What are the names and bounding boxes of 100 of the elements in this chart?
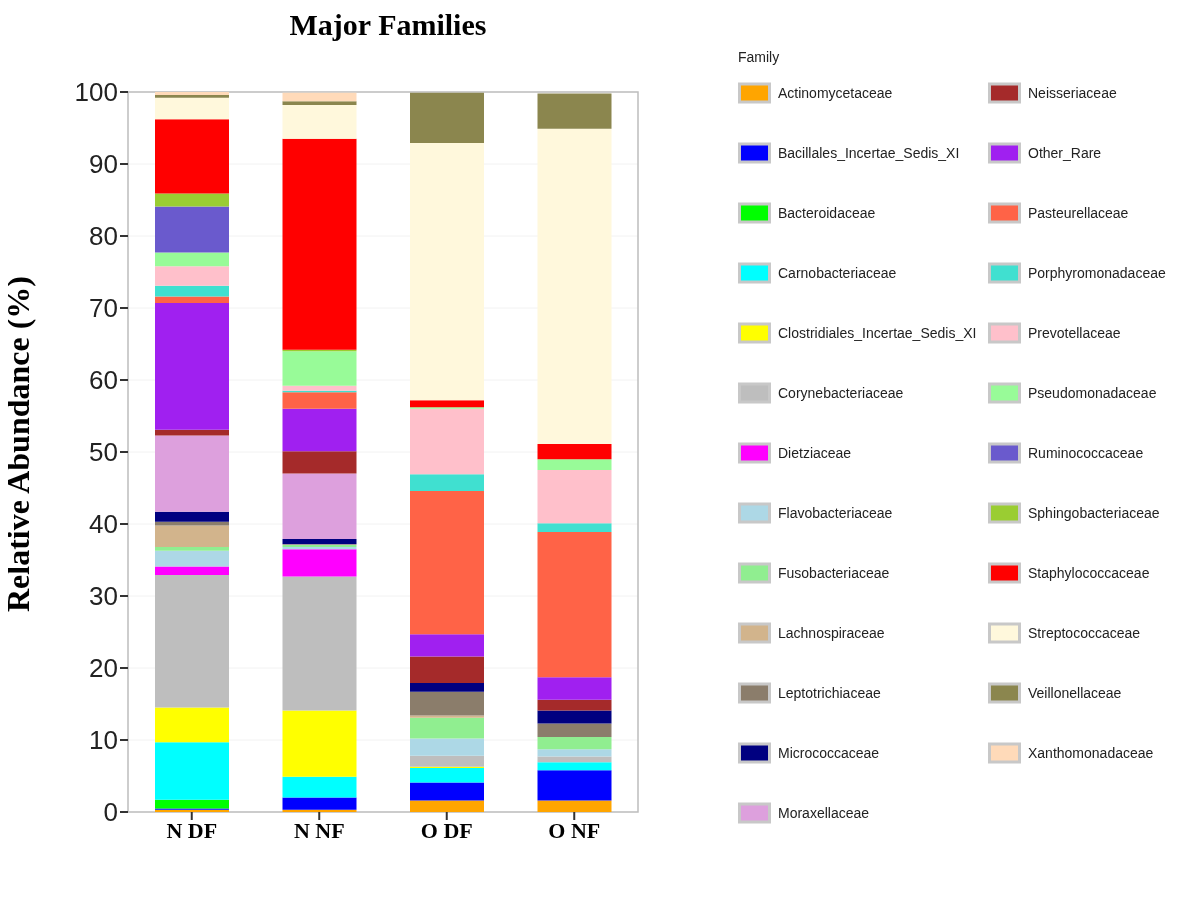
legend-title: Family (738, 49, 780, 65)
bar (155, 435, 229, 512)
bar (410, 717, 484, 739)
y-tick-label: 50 (89, 437, 118, 468)
bar (282, 451, 357, 474)
bar (155, 742, 229, 800)
bar (155, 511, 229, 522)
bar (537, 470, 612, 524)
y-tick-label: 60 (89, 365, 118, 396)
bar (282, 92, 357, 102)
bar (155, 296, 229, 303)
legend-label: Bacteroidaceae (778, 205, 876, 221)
legend-label: Corynebacteriaceae (778, 385, 904, 401)
bar (155, 252, 229, 267)
legend-label: Other_Rare (1028, 145, 1102, 161)
bar (282, 549, 357, 577)
bar (155, 193, 229, 207)
bar (537, 523, 612, 532)
bar (282, 408, 357, 452)
legend-label: Flavobacteriaceae (778, 505, 893, 521)
bar (410, 683, 484, 692)
bar (155, 575, 229, 708)
bar (537, 128, 612, 445)
bar (410, 656, 484, 684)
chart-title: Major Families (288, 8, 488, 42)
bar (155, 119, 229, 194)
bar (410, 143, 484, 401)
bar (410, 800, 484, 812)
legend-label: Actinomycetaceae (778, 85, 893, 101)
bar (537, 677, 612, 700)
bar (410, 738, 484, 756)
bar (537, 459, 612, 470)
bar (410, 691, 484, 716)
bar (155, 206, 229, 253)
y-tick-label: 0 (103, 797, 118, 828)
legend-label: Streptococcaceae (1028, 625, 1141, 641)
bar (282, 776, 357, 798)
bar (537, 699, 612, 711)
bar (537, 710, 612, 724)
bar (410, 474, 484, 491)
bar (282, 385, 357, 391)
legend-label: Neisseriaceae (1028, 85, 1117, 101)
legend-label: Pseudomonadaceae (1028, 385, 1157, 401)
bar (155, 525, 229, 548)
legend-label: Pasteurellaceae (1028, 205, 1129, 221)
bar (410, 782, 484, 801)
bar (155, 285, 229, 297)
bar (410, 634, 484, 657)
legend-label: Micrococcaceae (778, 745, 880, 761)
bar (282, 473, 357, 540)
y-tick-label: 70 (89, 293, 118, 324)
legend-label: Moraxellaceae (778, 805, 870, 821)
legend-label: Carnobacteriaceae (778, 265, 897, 281)
y-tick-label: 100 (74, 77, 118, 108)
y-tick-label: 90 (89, 149, 118, 180)
bar (282, 539, 357, 545)
legend-label: Fusobacteriaceae (778, 565, 890, 581)
bar (155, 97, 229, 120)
legend-label: Lachnospiraceae (778, 625, 885, 641)
bar (410, 715, 484, 718)
bar (410, 400, 484, 408)
y-tick-label: 80 (89, 221, 118, 252)
legend-label: Porphyromonadaceae (1028, 265, 1166, 281)
legend-label: Leptotrichiaceae (778, 685, 881, 701)
x-tick-label: N NF (293, 817, 345, 843)
legend-label: Bacillales_Incertae_Sedis_XI (778, 145, 960, 161)
bar (155, 302, 229, 430)
bar (410, 92, 484, 144)
bar (282, 710, 357, 777)
bar (537, 444, 612, 460)
bar (155, 547, 229, 551)
bar (537, 770, 612, 801)
x-tick-label: O NF (548, 817, 601, 843)
bar (410, 490, 484, 635)
y-tick-label: 40 (89, 509, 118, 540)
bar (155, 550, 229, 567)
bar (282, 351, 357, 386)
y-tick-label: 20 (89, 653, 118, 684)
legend-label: Xanthomonadaceae (1028, 745, 1154, 761)
x-tick-label: O DF (420, 817, 473, 843)
bar (155, 266, 229, 286)
bar (537, 737, 612, 750)
bar (282, 576, 357, 711)
legend-label: Sphingobacteriaceae (1028, 505, 1160, 521)
bar (537, 749, 612, 757)
bar (410, 755, 484, 767)
bar (155, 707, 229, 743)
legend-label: Clostridiales_Incertae_Sedis_XI (778, 325, 977, 341)
legend-label: Ruminococcaceae (1028, 445, 1144, 461)
bar (410, 408, 484, 475)
bar (282, 392, 357, 409)
y-tick-label: 10 (89, 725, 118, 756)
bar (282, 101, 357, 105)
bar (282, 797, 357, 810)
bar (155, 566, 229, 576)
bar (537, 723, 612, 738)
bar (537, 531, 612, 678)
bar (282, 138, 357, 350)
bar (282, 809, 357, 812)
bar (537, 800, 612, 812)
